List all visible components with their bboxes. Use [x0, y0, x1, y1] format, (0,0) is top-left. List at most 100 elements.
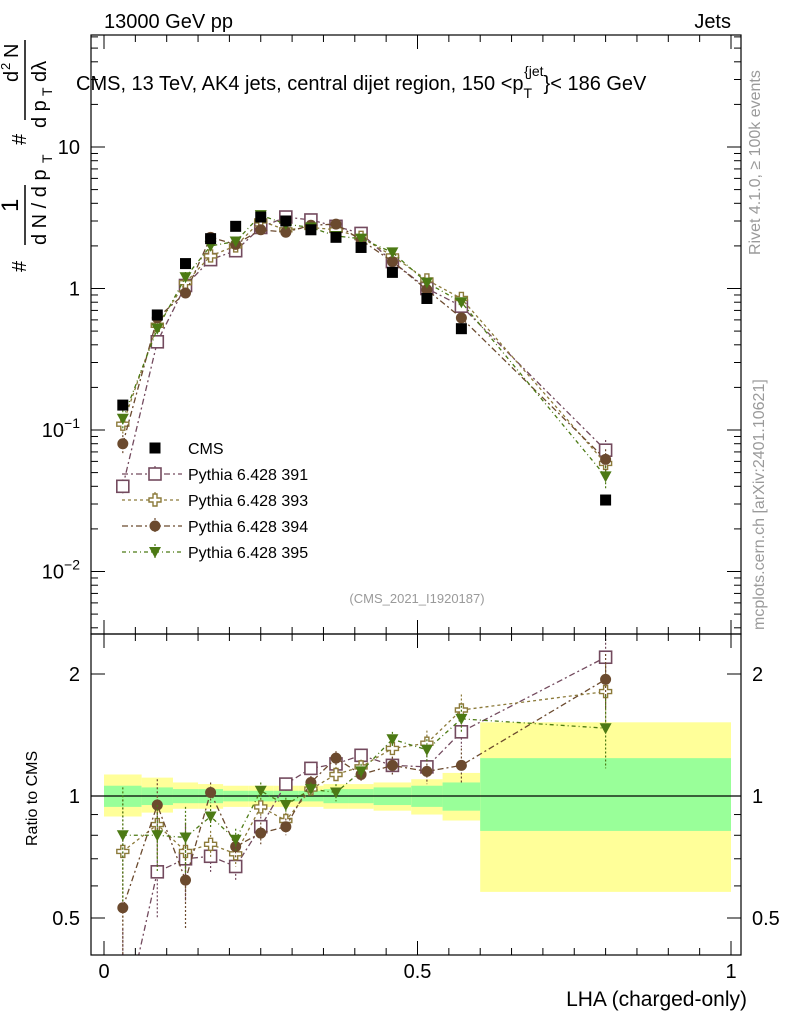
x-axis-label: LHA (charged-only) [566, 988, 747, 1011]
chart-title: CMS, 13 TeV, AK4 jets, central dijet reg… [76, 63, 647, 101]
ratio-point [180, 832, 192, 843]
data-point [305, 224, 316, 235]
ratio-point [280, 778, 292, 790]
ratio-point [421, 745, 433, 756]
data-point [180, 258, 191, 269]
ylabel-n: N [1, 44, 23, 58]
ylabel-d: d [1, 71, 23, 82]
ratio-point [330, 753, 341, 764]
legend-marker [149, 494, 161, 506]
x-tick-label: 0 [98, 961, 109, 983]
title-sub: T [524, 85, 533, 101]
legend-marker [149, 547, 161, 558]
x-tick-label: 0.5 [404, 961, 432, 983]
data-point [117, 480, 129, 492]
ratio-y-tick-label-right: 2 [752, 664, 763, 686]
y-tick-label: 1 [69, 279, 80, 301]
ratio-point [421, 766, 432, 777]
legend-item: Pythia 6.428 391 [122, 466, 308, 484]
ratio-point [456, 760, 467, 771]
x-tick-label: 1 [725, 961, 736, 983]
ylabel-t-sub-2: T [39, 87, 55, 96]
ratio-point [180, 875, 191, 886]
data-point [255, 212, 266, 223]
data-point [205, 233, 216, 244]
ratio-point [151, 830, 163, 841]
legend-marker [150, 521, 161, 532]
title-sup: {jet [524, 63, 544, 79]
band-green [480, 758, 731, 831]
title-pre: CMS, 13 TeV, AK4 jets, central dijet reg… [76, 73, 524, 95]
ylabel-dpt: d p [29, 100, 51, 128]
ratio-point [305, 762, 317, 774]
ylabel-hash-1: # [9, 260, 31, 272]
ylabel-dlambda: dλ [29, 61, 51, 82]
y-tick-label: 10 [58, 137, 80, 159]
data-point [330, 219, 341, 230]
ratio-point [387, 760, 398, 771]
ratio-point [600, 674, 611, 685]
legend-label: Pythia 6.428 391 [188, 467, 308, 484]
legend-item: Pythia 6.428 395 [122, 544, 308, 562]
ylabel-hash-2: # [9, 133, 31, 145]
data-point [600, 471, 612, 482]
ratio-point [255, 828, 266, 839]
ratio-point [205, 838, 217, 850]
ratio-y-tick-label-right: 0.5 [752, 908, 780, 930]
ylabel-dn-dpt: d N / d p [29, 169, 51, 245]
legend-item: Pythia 6.428 393 [122, 492, 308, 510]
data-point [230, 221, 241, 232]
title-post: }< 186 GeV [544, 73, 648, 95]
data-point [600, 454, 611, 465]
legend-label: Pythia 6.428 393 [188, 493, 308, 510]
ylabel-one: 1 [0, 199, 24, 212]
mcplots-label: mcplots.cern.ch [arXiv:2401.10621] [751, 379, 768, 630]
ratio-point [600, 651, 612, 663]
rivet-label: Rivet 4.1.0, ≥ 100k events [747, 70, 764, 255]
ratio-y-tick-label: 0.5 [52, 908, 80, 930]
data-point [456, 323, 467, 334]
data-point [456, 312, 467, 323]
ratio-y-tick-label: 2 [69, 664, 80, 686]
ratio-uncertainty-bands [91, 722, 741, 892]
ratio-y-tick-label-right: 1 [752, 786, 763, 808]
plot-canvas: 13000 GeV pp Jets Rivet 4.1.0, ≥ 100k ev… [0, 0, 786, 1024]
legend-label-cms: CMS [188, 441, 224, 458]
data-point [600, 495, 611, 506]
legend-marker-cms [150, 443, 161, 454]
ratio-point [117, 830, 129, 841]
energy-label: 13000 GeV pp [104, 11, 233, 33]
ratio-point [117, 902, 128, 913]
legend-item: Pythia 6.428 394 [122, 518, 308, 536]
y-tick-label: 10−1 [42, 415, 80, 442]
legend: CMS Pythia 6.428 391 Pythia 6.428 393 Pythi… [122, 441, 308, 562]
ylabel-two: 2 [0, 63, 13, 70]
legend-marker [149, 468, 161, 480]
ratio-point [386, 734, 398, 745]
data-point [280, 215, 291, 226]
data-point [387, 267, 398, 278]
data-point [117, 438, 128, 449]
analysis-watermark: (CMS_2021_I1920187) [349, 591, 484, 606]
legend-item-cms: CMS [150, 441, 224, 458]
data-point [421, 293, 432, 304]
legend-label: Pythia 6.428 395 [188, 545, 308, 562]
y-tick-label: 10−2 [42, 557, 80, 584]
data-point [117, 400, 128, 411]
series-line [123, 224, 606, 459]
legend-label: Pythia 6.428 394 [188, 519, 308, 536]
ratio-y-label: Ratio to CMS [24, 751, 41, 846]
data-point [255, 224, 266, 235]
ylabel-t-sub-1: T [39, 154, 55, 163]
data-point [180, 287, 191, 298]
ratio-point [117, 1020, 129, 1024]
ratio-point [205, 787, 216, 798]
series-line [123, 221, 606, 463]
ratio-point [280, 821, 291, 832]
ratio-point [355, 749, 367, 761]
series-line [123, 215, 606, 476]
main-y-axis-label: # 1 d N / d p T # d 2 N d p T dλ [0, 40, 55, 272]
data-point [356, 242, 367, 253]
main-panel [117, 210, 612, 505]
ratio-y-tick-label: 1 [69, 786, 80, 808]
